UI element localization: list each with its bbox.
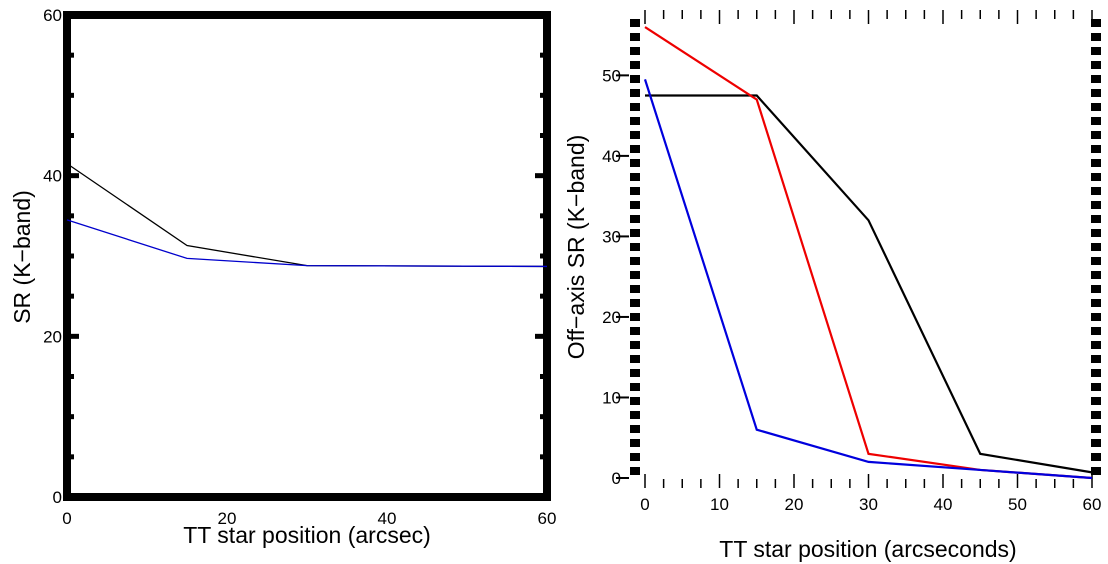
left-y-axis-title: SR (K−band) bbox=[9, 190, 35, 324]
right-y-tick-label: 40 bbox=[602, 147, 621, 166]
right-y-tick-label: 10 bbox=[602, 388, 621, 407]
left-x-tick-label: 40 bbox=[378, 509, 397, 528]
right-y-tick-label: 0 bbox=[612, 469, 621, 488]
right-x-tick-label: 10 bbox=[710, 495, 729, 514]
right-x-tick-label: 0 bbox=[640, 495, 649, 514]
right-chart: 0 10 20 30 40 50 60 0 10 20 30 40 50 TT star positio… bbox=[563, 10, 1101, 562]
left-y-tick-label: 0 bbox=[53, 488, 62, 507]
right-x-tick-label: 40 bbox=[934, 495, 953, 514]
left-tick-labels: 0 20 40 60 0 20 40 60 bbox=[43, 6, 556, 528]
left-y-tick-label: 20 bbox=[43, 327, 62, 346]
left-y-tick-label: 60 bbox=[43, 6, 62, 25]
left-x-tick-label: 60 bbox=[538, 509, 557, 528]
right-y-tick-label: 30 bbox=[602, 227, 621, 246]
left-series-line-0 bbox=[66, 163, 548, 268]
right-series-line-2 bbox=[643, 79, 1093, 480]
right-x-tick-label: 60 bbox=[1083, 495, 1102, 514]
right-x-axis-title: TT star position (arcseconds) bbox=[719, 536, 1016, 562]
left-series bbox=[66, 163, 548, 268]
right-x-tick-label: 30 bbox=[859, 495, 878, 514]
right-x-tick-label: 20 bbox=[785, 495, 804, 514]
left-x-tick-label: 20 bbox=[218, 509, 237, 528]
left-chart: 0 20 40 60 0 20 40 60 TT star position (arcsec)… bbox=[9, 6, 556, 548]
right-x-tick-label: 50 bbox=[1008, 495, 1027, 514]
left-ticks bbox=[67, 12, 547, 500]
left-x-axis-title: TT star position (arcsec) bbox=[183, 522, 431, 548]
left-plot-frame bbox=[63, 11, 551, 501]
right-y-tick-label: 50 bbox=[602, 66, 621, 85]
right-y-axis-title: Off−axis SR (K−band) bbox=[563, 135, 589, 360]
left-x-tick-label: 0 bbox=[62, 509, 71, 528]
right-tick-labels: 0 10 20 30 40 50 60 0 10 20 30 40 50 bbox=[602, 66, 1101, 514]
right-y-tick-label: 20 bbox=[602, 308, 621, 327]
right-ticks bbox=[616, 10, 1093, 488]
left-y-tick-label: 40 bbox=[43, 167, 62, 186]
right-series-line-0 bbox=[645, 94, 1093, 474]
right-series bbox=[643, 26, 1093, 480]
left-series-line-1 bbox=[66, 219, 548, 268]
